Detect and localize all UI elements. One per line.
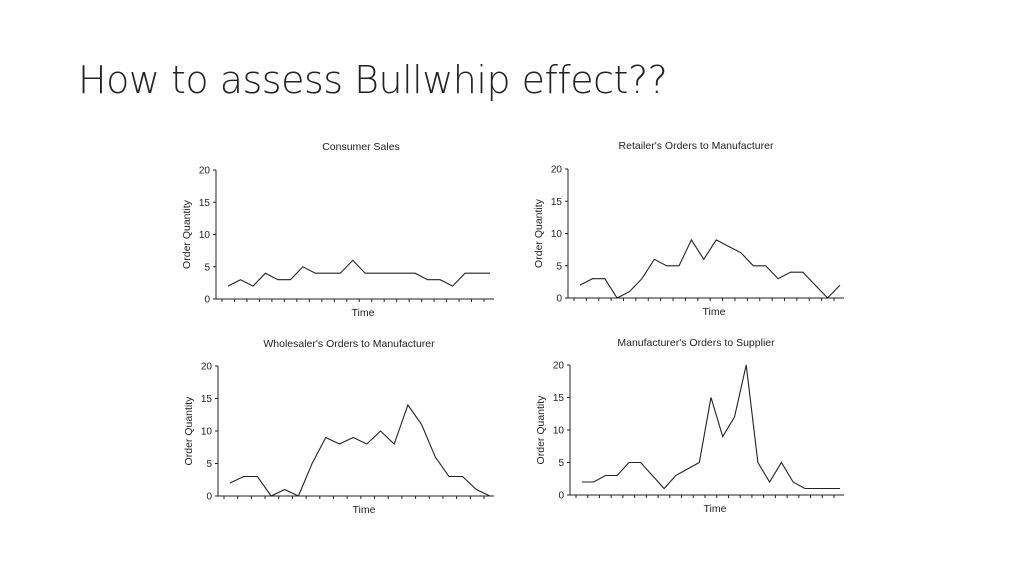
y-tick-label: 10 — [199, 230, 211, 241]
series-line-1 — [229, 403, 491, 497]
y-tick-label: 5 — [206, 459, 212, 470]
y-tick-label: 10 — [551, 229, 563, 240]
y-tick-label: 5 — [558, 458, 564, 469]
y-tick-label: 0 — [556, 294, 562, 305]
y-tick-label: 15 — [553, 393, 565, 404]
y-tick-label: 0 — [204, 295, 210, 306]
y-tick-label: 5 — [204, 262, 210, 273]
series-line-1 — [579, 238, 841, 299]
chart-panel-3: Wholesaler's Orders to Manufacturer 0 5 10 1… — [183, 338, 494, 516]
x-axis-label: Time — [704, 503, 727, 515]
series-line-1 — [227, 259, 490, 287]
y-tick-label: 5 — [556, 261, 562, 272]
y-tick-label: 20 — [199, 166, 211, 177]
x-axis-label: Time — [353, 504, 376, 516]
y-axis-label: Order Quantity — [181, 199, 193, 269]
y-tick-label: 0 — [558, 491, 564, 502]
y-tick-label: 10 — [553, 426, 565, 437]
chart-title: Wholesaler's Orders to Manufacturer — [263, 338, 435, 350]
y-tick-label: 15 — [551, 197, 563, 208]
y-tick-label: 20 — [551, 165, 563, 176]
y-tick-label: 20 — [201, 362, 213, 373]
x-axis-label: Time — [352, 307, 375, 319]
y-tick-label: 15 — [201, 394, 213, 405]
bullwhip-charts-svg: Consumer Sales 0 5 10 15 20 Time Order Quantity… — [181, 140, 844, 516]
chart-title: Consumer Sales — [322, 141, 400, 153]
y-axis-label: Order Quantity — [183, 396, 195, 466]
chart-panel-2: Retailer's Orders to Manufacturer 0 5 10 15 2… — [533, 140, 844, 318]
chart-title: Retailer's Orders to Manufacturer — [619, 140, 774, 152]
bullwhip-figure: Consumer Sales 0 5 10 15 20 Time Order Quantity… — [176, 128, 856, 520]
slide-title: How to assess Bullwhip effect?? — [78, 58, 668, 102]
chart-title: Manufacturer's Orders to Supplier — [617, 337, 775, 349]
series-line-1 — [582, 364, 840, 490]
y-axis-label: Order Quantity — [535, 395, 547, 465]
chart-panel-1: Consumer Sales 0 5 10 15 20 Time Order Quantity — [181, 141, 494, 319]
y-tick-label: 15 — [199, 198, 211, 209]
y-tick-label: 10 — [201, 427, 213, 438]
chart-panel-4: Manufacturer's Orders to Supplier 0 5 10 15 2… — [535, 337, 844, 515]
x-axis-label: Time — [703, 306, 726, 318]
y-axis-label: Order Quantity — [533, 198, 545, 268]
y-tick-label: 20 — [553, 361, 565, 372]
y-tick-label: 0 — [206, 492, 212, 503]
